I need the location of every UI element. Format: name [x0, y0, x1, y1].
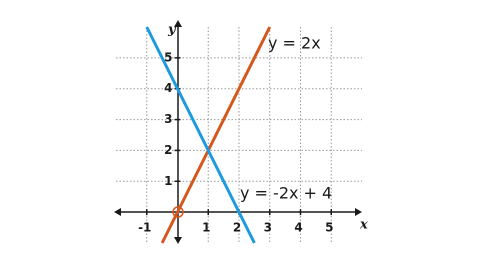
x-axis-label: x: [359, 218, 368, 233]
y-tick-label: 5: [164, 50, 172, 64]
y-axis-label: y: [167, 23, 177, 38]
x-tick-label: 4: [294, 221, 302, 235]
x-tick-label: 2: [233, 221, 241, 235]
y-tick-label: 3: [164, 112, 172, 126]
arrow: [114, 208, 121, 216]
line-label: y = 2x: [268, 34, 321, 53]
x-tick-label: 5: [325, 221, 333, 235]
arrow: [174, 20, 182, 27]
origin-marker: [172, 206, 184, 218]
line-label: y = -2x + 4: [240, 184, 332, 203]
x-tick-label: -1: [138, 221, 151, 235]
y-tick-label: 2: [164, 143, 172, 157]
x-tick-label: 3: [264, 221, 272, 235]
arrow: [355, 208, 362, 216]
y-tick-label: 4: [164, 81, 172, 95]
line: [145, 26, 256, 244]
y-tick-label: 1: [164, 174, 172, 188]
x-tick-label: 1: [202, 221, 210, 235]
arrow: [174, 237, 182, 244]
